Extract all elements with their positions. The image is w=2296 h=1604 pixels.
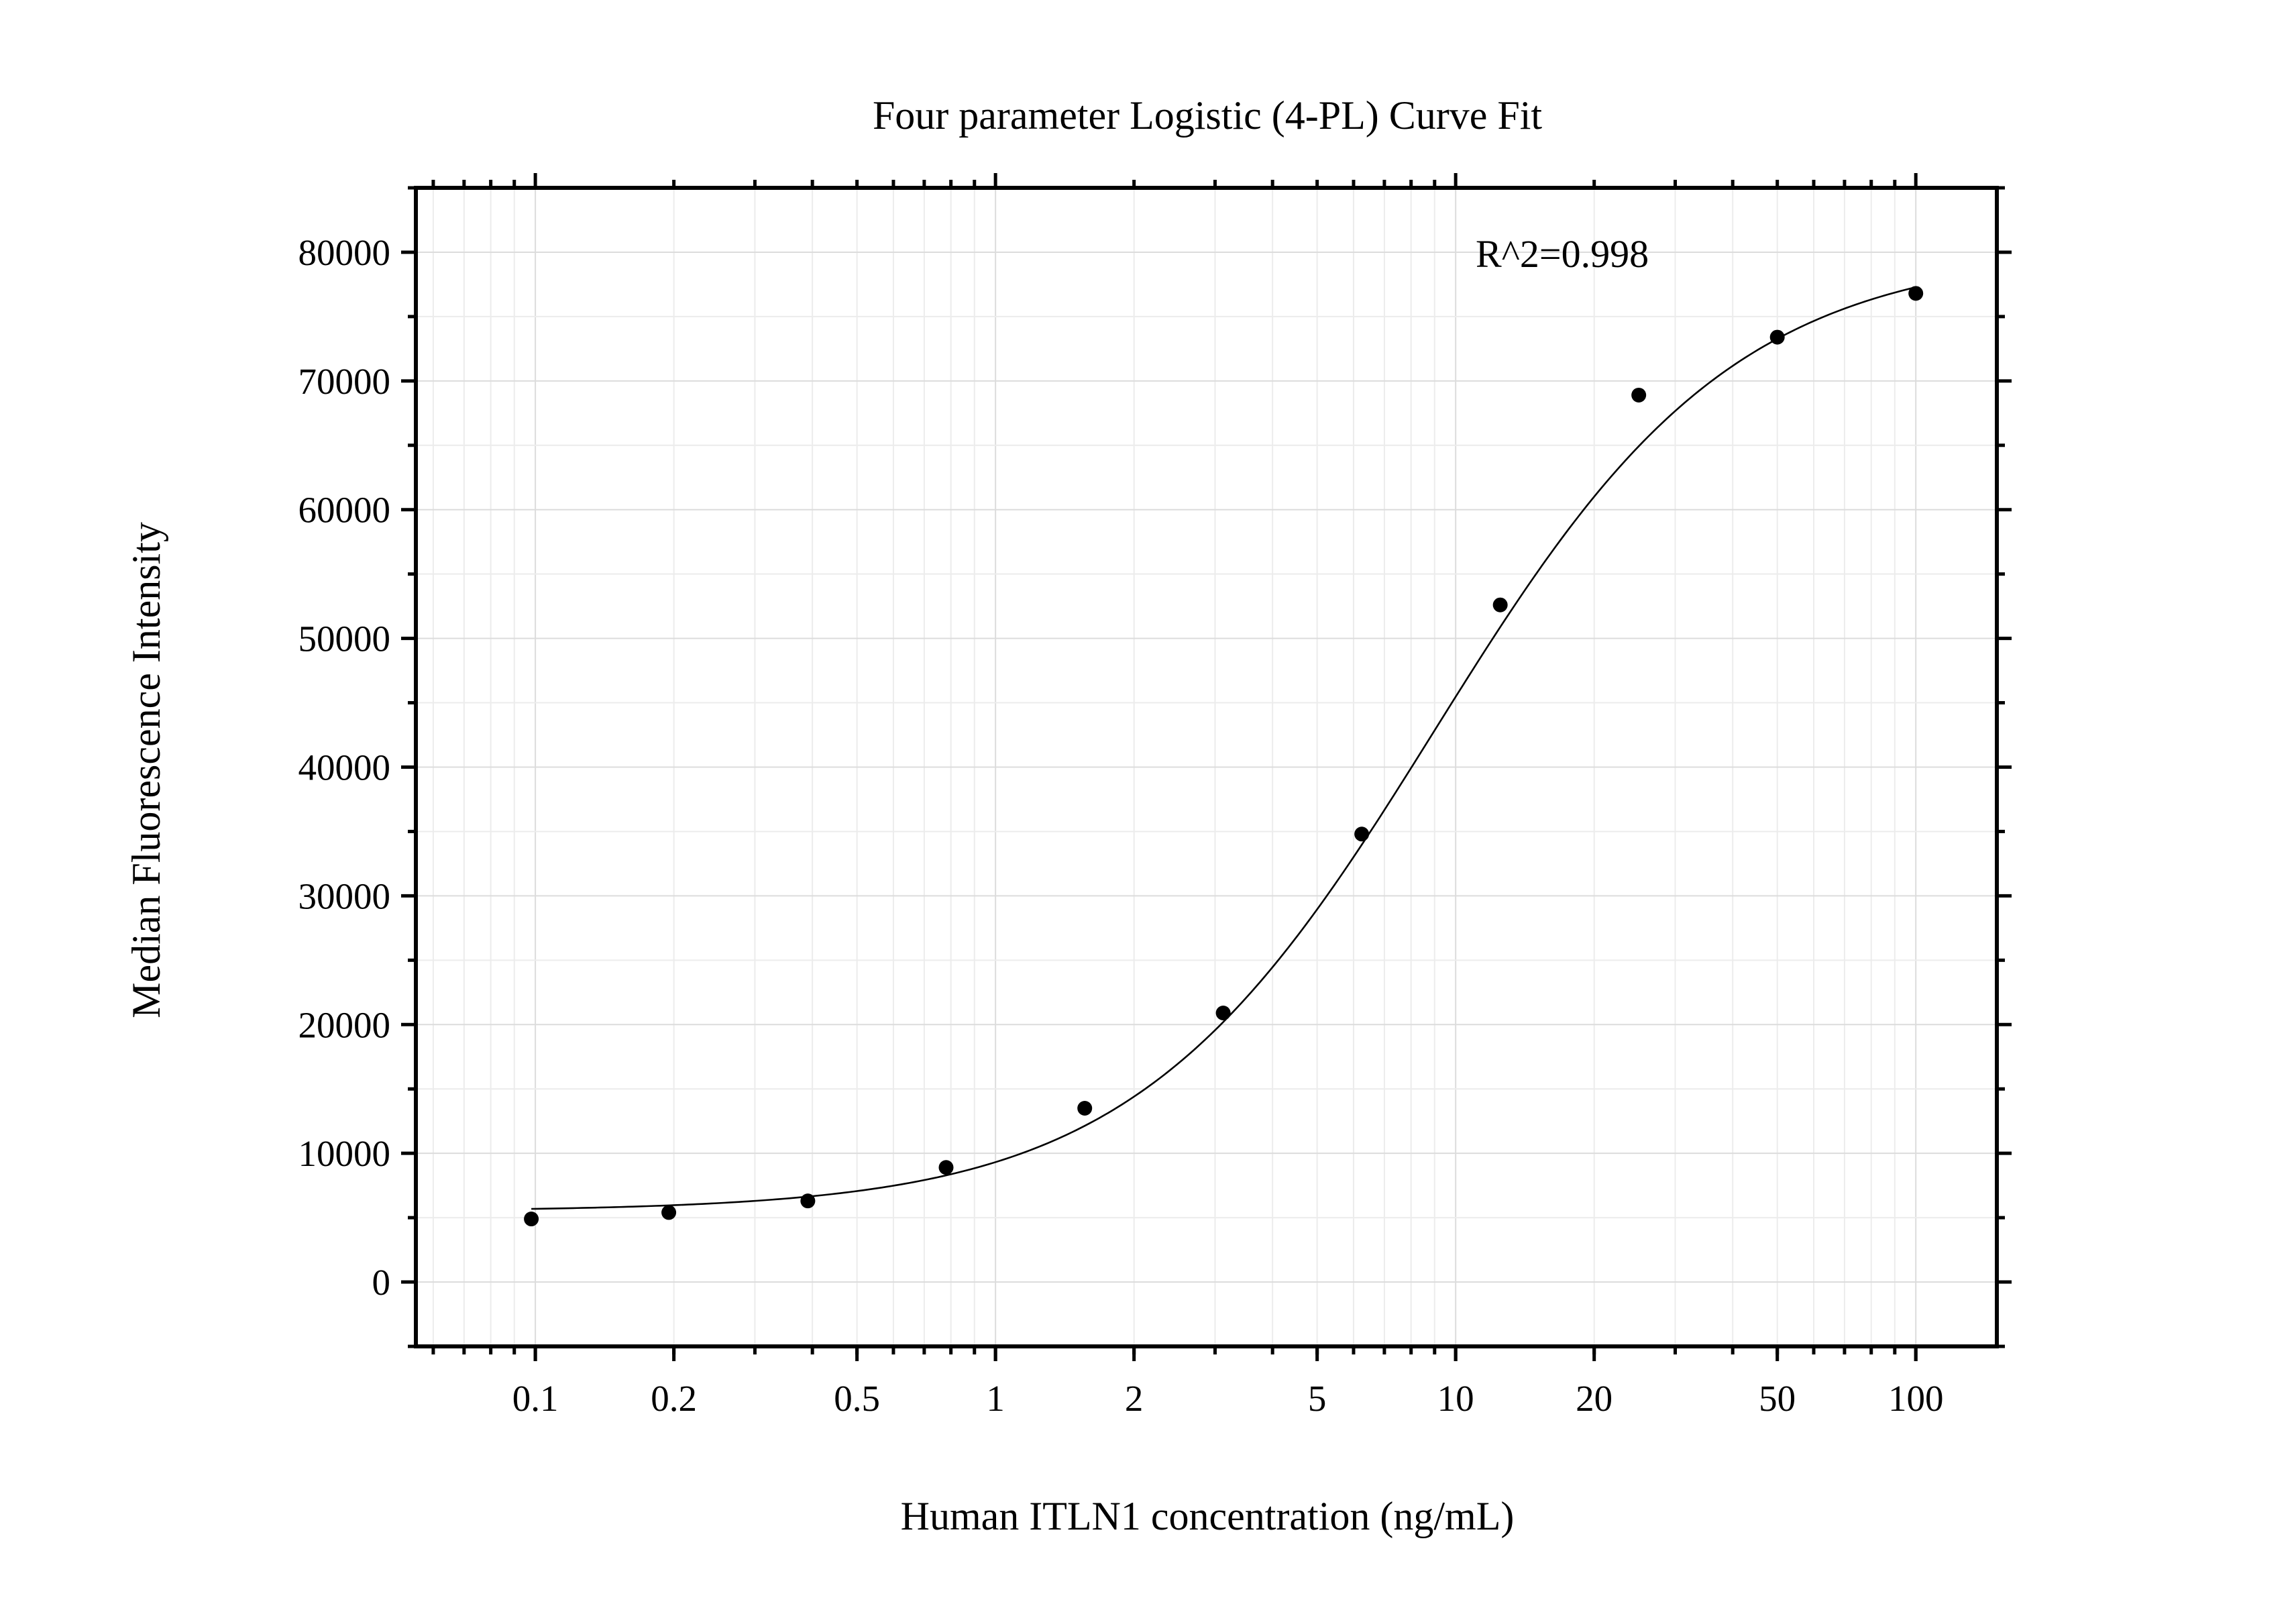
y-tick-label: 80000: [298, 232, 391, 273]
axis-ticks: [401, 173, 2012, 1361]
data-point: [1769, 329, 1785, 345]
y-tick-label: 70000: [298, 361, 391, 402]
x-tick-label: 0.5: [834, 1378, 880, 1419]
x-tick-label: 0.1: [512, 1378, 559, 1419]
r-squared-annotation: R^2=0.998: [1476, 232, 1649, 276]
x-tick-label: 50: [1759, 1378, 1796, 1419]
data-point: [661, 1205, 677, 1220]
data-point: [1631, 387, 1647, 403]
fit-curve-layer: [531, 286, 1916, 1210]
y-axis-label: Median Fluorescence Intensity: [124, 522, 168, 1018]
data-point: [1492, 597, 1508, 612]
y-tick-label: 40000: [298, 747, 391, 788]
x-axis-label: Human ITLN1 concentration (ng/mL): [901, 1494, 1515, 1538]
data-point: [524, 1212, 539, 1227]
chart-title: Four parameter Logistic (4-PL) Curve Fit: [873, 93, 1542, 138]
x-tick-label: 2: [1125, 1378, 1144, 1419]
y-tick-label: 0: [372, 1262, 391, 1303]
y-tick-label: 50000: [298, 619, 391, 659]
x-tick-label: 0.2: [651, 1378, 697, 1419]
fit-curve: [531, 286, 1916, 1210]
x-tick-label: 1: [986, 1378, 1005, 1419]
data-point: [1215, 1006, 1231, 1021]
data-point: [938, 1160, 954, 1175]
y-tick-label: 30000: [298, 875, 391, 916]
x-tick-label: 5: [1308, 1378, 1327, 1419]
grid: [416, 187, 1997, 1347]
x-tick-label: 10: [1437, 1378, 1474, 1419]
data-point: [1077, 1101, 1093, 1116]
x-tick-label: 20: [1576, 1378, 1612, 1419]
data-point: [1908, 286, 1924, 301]
x-tick-label: 100: [1888, 1378, 1944, 1419]
y-tick-label: 20000: [298, 1004, 391, 1045]
y-tick-label: 10000: [298, 1133, 391, 1174]
data-point: [800, 1193, 816, 1209]
data-points-layer: [524, 286, 1924, 1227]
data-point: [1354, 826, 1370, 842]
y-tick-label: 60000: [298, 490, 391, 531]
axis-tick-labels: 0.1 0.2 0.5 1 2 5 10 20 50 100 0 10000 20000 30000 400…: [298, 232, 1944, 1419]
